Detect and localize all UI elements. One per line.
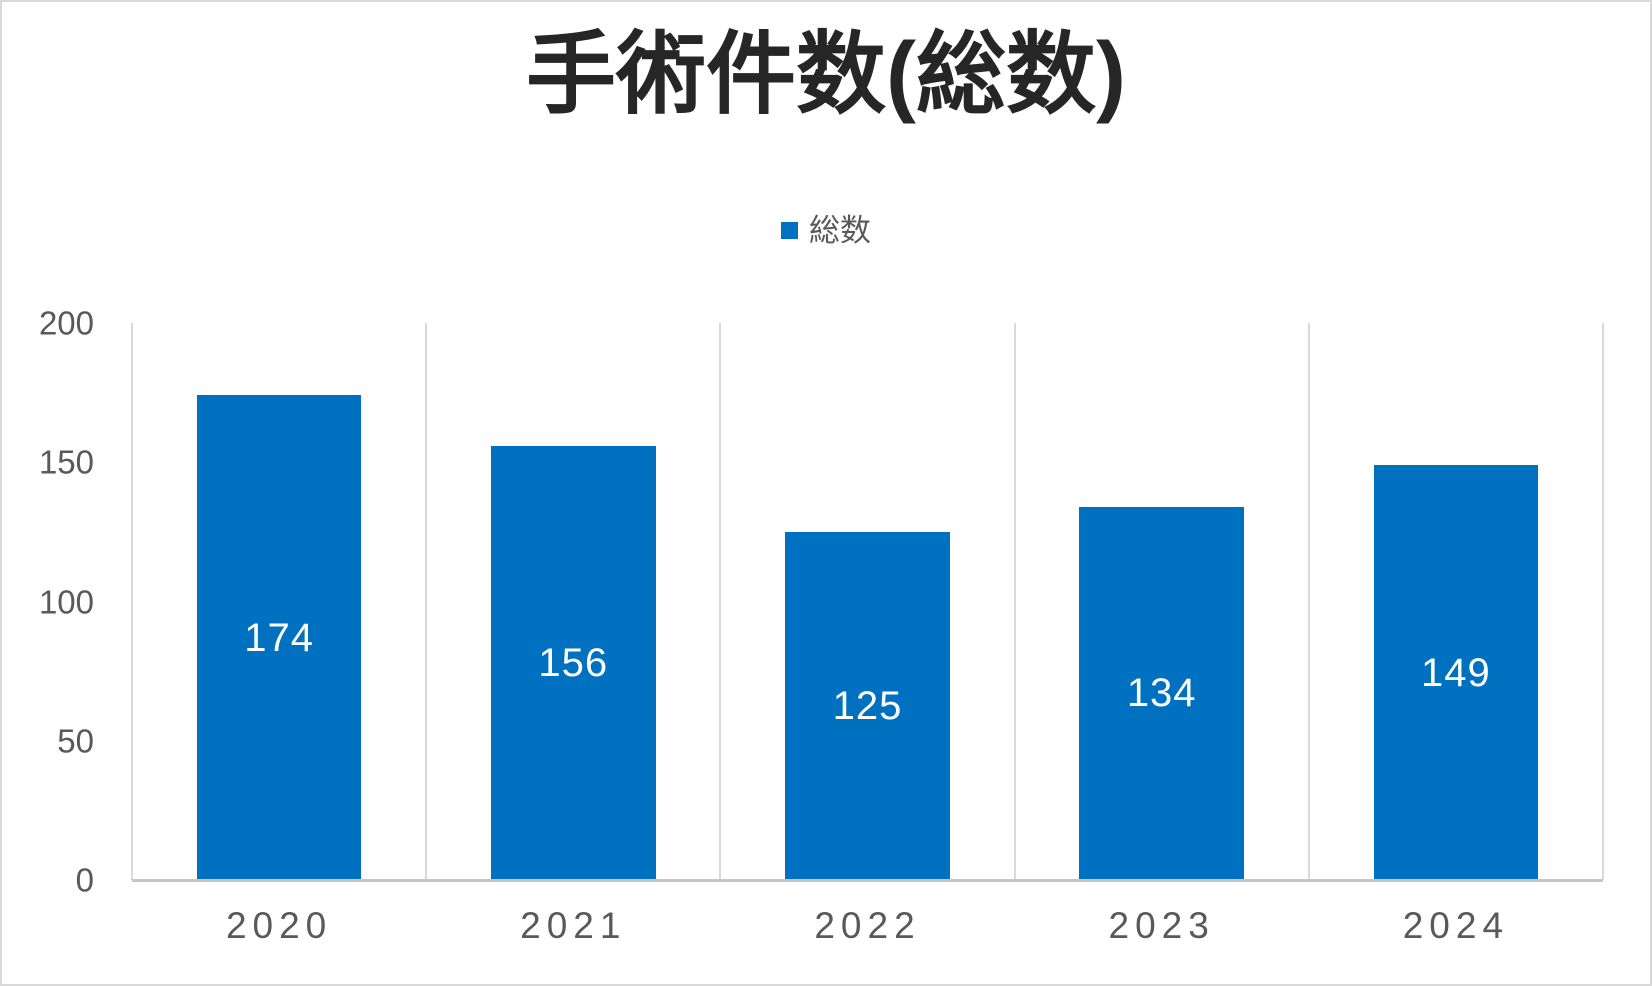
bar-data-label: 125: [832, 683, 903, 728]
x-axis-tick-label: 2024: [1402, 905, 1510, 946]
gridline-vertical: [1602, 323, 1604, 880]
chart-title: 手術件数(総数): [526, 25, 1126, 125]
bar-data-label: 174: [244, 615, 314, 660]
x-axis-line: [132, 879, 1603, 882]
gridline-vertical: [1013, 323, 1016, 880]
gridline-vertical: [425, 323, 428, 880]
bar-2022: 125: [785, 531, 950, 880]
gridline-vertical: [719, 323, 722, 880]
y-axis-tick-label: 200: [38, 304, 94, 342]
bar-2024: 149: [1373, 465, 1539, 880]
legend: 総数: [2, 210, 1650, 250]
x-axis-tick-label: 2020: [225, 905, 333, 946]
y-axis-tick-label: 150: [38, 443, 94, 481]
bar-data-label: 149: [1421, 650, 1491, 695]
bar-2023: 134: [1079, 506, 1245, 880]
y-axis-tick-label: 0: [75, 861, 94, 899]
legend-swatch-icon: [781, 221, 798, 239]
bar-2021: 156: [490, 445, 656, 880]
bar-data-label: 134: [1126, 671, 1197, 716]
bar-2020: 174: [196, 395, 362, 880]
y-axis-tick-label: 100: [38, 583, 94, 620]
legend-label: 総数: [809, 212, 871, 248]
bar-data-label: 156: [538, 640, 609, 685]
x-axis-tick-label: 2021: [520, 905, 627, 946]
x-axis-tick-label: 2022: [814, 905, 921, 946]
x-axis-tick-label: 2023: [1108, 905, 1215, 946]
gridline-vertical: [1307, 323, 1310, 880]
y-axis-tick-label: 50: [57, 722, 94, 760]
gridline-vertical: [131, 323, 133, 880]
